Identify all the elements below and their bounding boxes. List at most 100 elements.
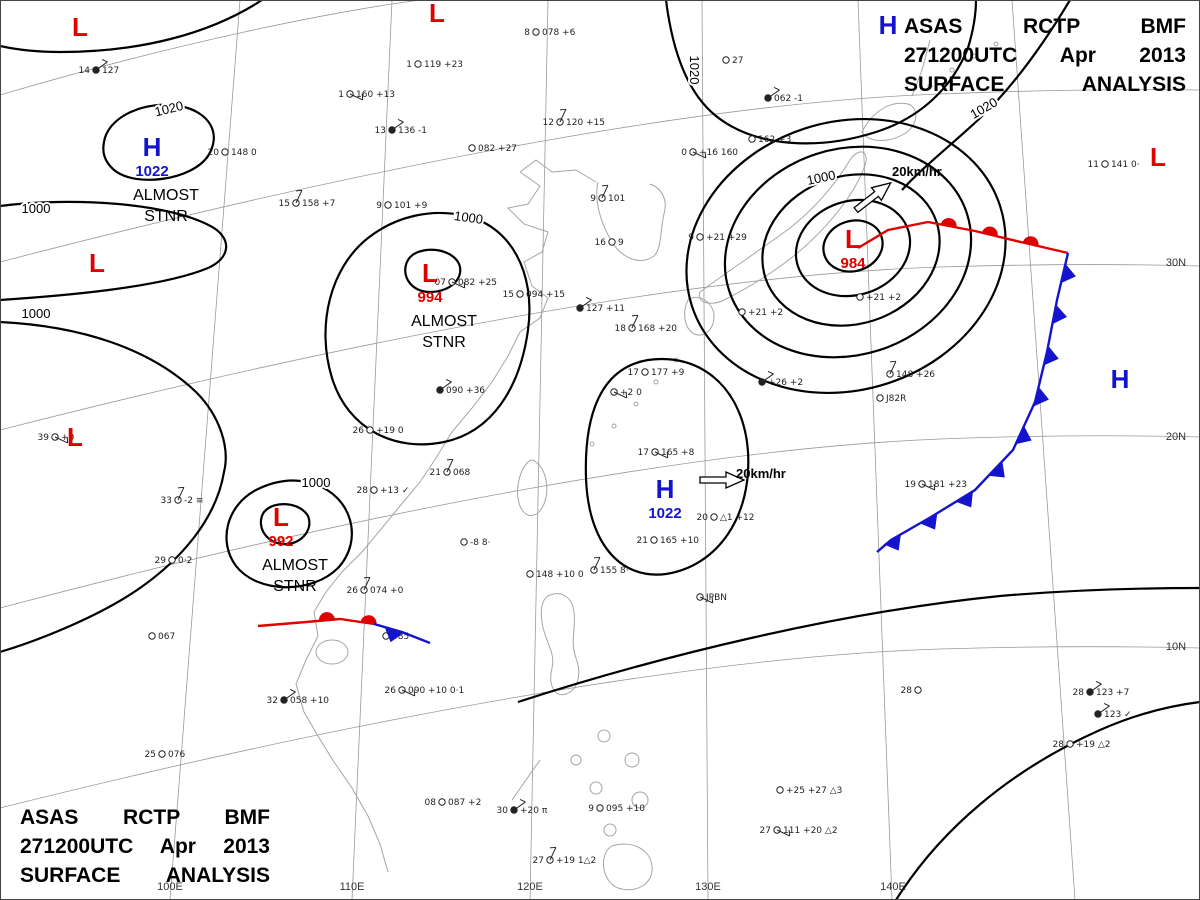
cold-front-tooth (1033, 386, 1049, 407)
station-value-left: 15 (279, 199, 290, 209)
station-plot: J82R (876, 394, 906, 404)
cold-front-tooth (883, 534, 901, 551)
station-plot: 062 -1 (764, 87, 803, 104)
station-value-right: 076 (168, 750, 185, 760)
station-plot: 28 (901, 686, 922, 696)
cold-front-tooth (919, 513, 938, 530)
station-plot: 162 +3 (748, 135, 791, 145)
high-symbol: H (143, 132, 162, 162)
station-value-right: 090 +36 (446, 386, 485, 396)
station-plot: 1 119 +23 (406, 60, 463, 70)
coastline-luzon (540, 593, 580, 696)
low-symbol: L (845, 224, 861, 254)
wind-barb-tick (625, 391, 628, 398)
wind-barb-tick (463, 281, 466, 288)
low-pressure-center: L (72, 12, 88, 42)
station-value-left: 17 (638, 448, 649, 458)
isobar-value-label: 1000 (805, 167, 836, 188)
station-value-right: +25 +27 △3 (786, 786, 842, 796)
ryukyu-island (589, 441, 595, 447)
high-symbol: H (656, 474, 675, 504)
station-plot: 15 158 +7 (279, 189, 335, 209)
station-circle (738, 308, 746, 316)
wind-barb (593, 557, 601, 571)
station-plot: 29 0·2 (155, 556, 193, 566)
station-value-left: 07 (435, 278, 446, 288)
station-plot: +25 +27 △3 (776, 786, 842, 796)
station-plot: 28 +19 △2 (1053, 740, 1111, 750)
station-value-right: 9 (618, 238, 624, 248)
wind-barb (761, 373, 774, 383)
grid-label: 100E (157, 881, 183, 893)
center-note: STNR (422, 334, 466, 351)
station-plot: -8 8· (460, 538, 490, 548)
station-value-right: 058 +10 (290, 696, 329, 706)
station-value-right: 148 +10 0 (536, 570, 584, 580)
station-circle (1066, 740, 1074, 748)
station-value-left: 8 (524, 28, 530, 38)
coastline-yellow-sea (519, 159, 597, 183)
station-plot: 20 △1 +12 (697, 513, 755, 523)
isobar-low-994-inner (404, 248, 462, 294)
station-value-right: J82R (885, 394, 906, 404)
station-value-right: +16 160 (699, 148, 738, 158)
station-value-right: 27 (732, 56, 743, 66)
center-note: ALMOST (262, 557, 328, 574)
low-symbol: L (67, 422, 83, 452)
pressure-value: 994 (417, 289, 443, 306)
station-plot: 9 +21 +29 (688, 233, 747, 243)
station-plot: 28 123 +7 (1073, 681, 1129, 698)
station-value-right: 165 +10 (660, 536, 699, 546)
title-line-2: 271200UTC Apr 2013 (904, 44, 1186, 67)
philippine-island (589, 781, 603, 795)
wind-barb (1089, 683, 1102, 693)
station-plot: 32 058 +10 (267, 689, 329, 706)
wind-barb-tick (585, 297, 592, 301)
low-symbol: L (422, 258, 438, 288)
kuril-island (993, 41, 999, 47)
station-value-left: 14 (79, 66, 91, 76)
ryukyu-island (611, 423, 617, 429)
station-plot: 0 +16 160 (681, 148, 738, 159)
isobar-long-southeast (517, 586, 1200, 704)
station-value-right: 082 +27 (478, 144, 517, 154)
station-circle (710, 513, 718, 521)
ryukyu-island (653, 379, 659, 385)
annotations: 20km/hr 20km/hr (699, 164, 942, 490)
grid-label: 130E (695, 881, 721, 893)
station-value-left: 32 (267, 696, 278, 706)
grid-label: 30N (1166, 257, 1186, 269)
wind-barb (363, 577, 371, 591)
station-value-right: 177 +9 (651, 368, 685, 378)
isobar-value-label: 1000 (453, 208, 484, 227)
isobar-low-984-ring2 (794, 198, 912, 298)
wind-barb (613, 391, 627, 399)
station-value-right: +2 0 (620, 388, 642, 398)
cold-front-line (876, 252, 1070, 553)
coastline-sakhalin (911, 39, 931, 97)
station-circle (650, 536, 658, 544)
parallel-line (0, 435, 1200, 609)
meridian-line (529, 0, 549, 900)
station-value-right: +20 π (520, 806, 548, 816)
station-plot: 21 068 (430, 458, 470, 478)
station-value-left: 11 (1088, 160, 1099, 170)
station-plot: 17 165 +8 (638, 448, 695, 459)
warm-front-tooth (1022, 236, 1039, 247)
station-value-right: 094 +15 (526, 290, 565, 300)
center-note: STNR (273, 578, 317, 595)
isobar-high-1022-center (584, 357, 750, 576)
station-value-right: 141 0· (1111, 160, 1140, 170)
station-value-left: 08 (425, 798, 437, 808)
station-plot: 155 8· (590, 556, 629, 576)
station-value-left: 19 (905, 480, 917, 490)
station-plot: 21 165 +10 (637, 536, 700, 546)
station-value-right: 168 +20 (638, 324, 677, 334)
station-value-right: 148 +26 (896, 370, 935, 380)
isobar-low-992-inner (259, 503, 311, 546)
station-value-left: 13 (375, 126, 386, 136)
